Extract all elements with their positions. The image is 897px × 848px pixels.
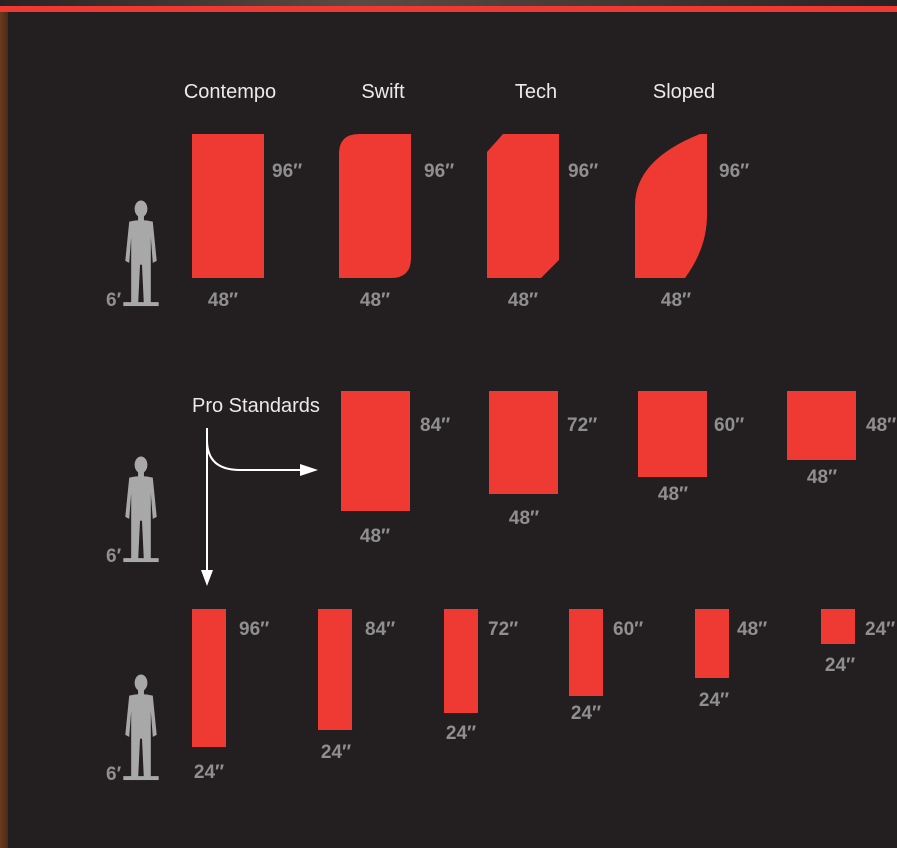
dim-width-24x48: 24″	[699, 690, 729, 711]
banner-48x84	[341, 391, 410, 511]
dim-height-48x84: 84″	[420, 415, 450, 436]
dim-height-48x48: 48″	[866, 415, 896, 436]
dim-height-24x24: 24″	[865, 619, 895, 640]
arrow-down-head	[201, 570, 213, 586]
style-label-contempo: Contempo	[184, 81, 276, 103]
style-label-swift: Swift	[361, 81, 405, 103]
banner-24x48	[695, 609, 729, 678]
banner-48x72	[489, 391, 558, 494]
dim-height-swift: 96″	[424, 161, 454, 182]
dim-height-24x60: 60″	[613, 619, 643, 640]
dim-width-48x72: 48″	[509, 508, 539, 529]
arrow-right-head	[300, 464, 318, 476]
person-silhouette-icon	[123, 674, 159, 781]
banner-48x48	[787, 391, 856, 460]
banner-24x96	[192, 609, 226, 747]
dim-height-sloped: 96″	[719, 161, 749, 182]
banner-24x24	[821, 609, 855, 644]
dim-height-contempo: 96″	[272, 161, 302, 182]
person-height-label: 6′	[106, 764, 122, 785]
banner-contempo	[192, 134, 264, 278]
dim-height-24x48: 48″	[737, 619, 767, 640]
style-label-tech: Tech	[515, 81, 557, 103]
dim-width-contempo: 48″	[208, 290, 238, 311]
person-height-label: 6′	[106, 290, 122, 311]
dim-height-48x72: 72″	[567, 415, 597, 436]
dim-width-48x84: 48″	[360, 526, 390, 547]
dim-width-sloped: 48″	[661, 290, 691, 311]
dim-width-24x72: 24″	[446, 723, 476, 744]
person-height-label: 6′	[106, 546, 122, 567]
banner-swift	[339, 134, 411, 278]
dim-height-tech: 96″	[568, 161, 598, 182]
banner-24x60	[569, 609, 603, 696]
style-label-sloped: Sloped	[653, 81, 715, 103]
dim-width-24x24: 24″	[825, 655, 855, 676]
banner-sloped	[635, 134, 707, 278]
top-strip	[0, 0, 897, 6]
dim-height-24x72: 72″	[488, 619, 518, 640]
dim-height-48x60: 60″	[714, 415, 744, 436]
pro-standards-label: Pro Standards	[192, 395, 320, 417]
arrow-right	[206, 439, 302, 471]
banner-24x72	[444, 609, 478, 713]
dim-width-swift: 48″	[360, 290, 390, 311]
dim-width-tech: 48″	[508, 290, 538, 311]
person-silhouette-icon	[123, 456, 159, 563]
banner-24x84	[318, 609, 352, 730]
banner-48x60	[638, 391, 707, 477]
dim-width-24x96: 24″	[194, 762, 224, 783]
accent-line	[0, 6, 897, 12]
dim-height-24x96: 96″	[239, 619, 269, 640]
dim-width-24x84: 24″	[321, 742, 351, 763]
dim-height-24x84: 84″	[365, 619, 395, 640]
dim-width-48x48: 48″	[807, 467, 837, 488]
person-silhouette-icon	[123, 200, 159, 307]
dim-width-48x60: 48″	[658, 484, 688, 505]
banner-tech	[487, 134, 559, 278]
dim-width-24x60: 24″	[571, 703, 601, 724]
